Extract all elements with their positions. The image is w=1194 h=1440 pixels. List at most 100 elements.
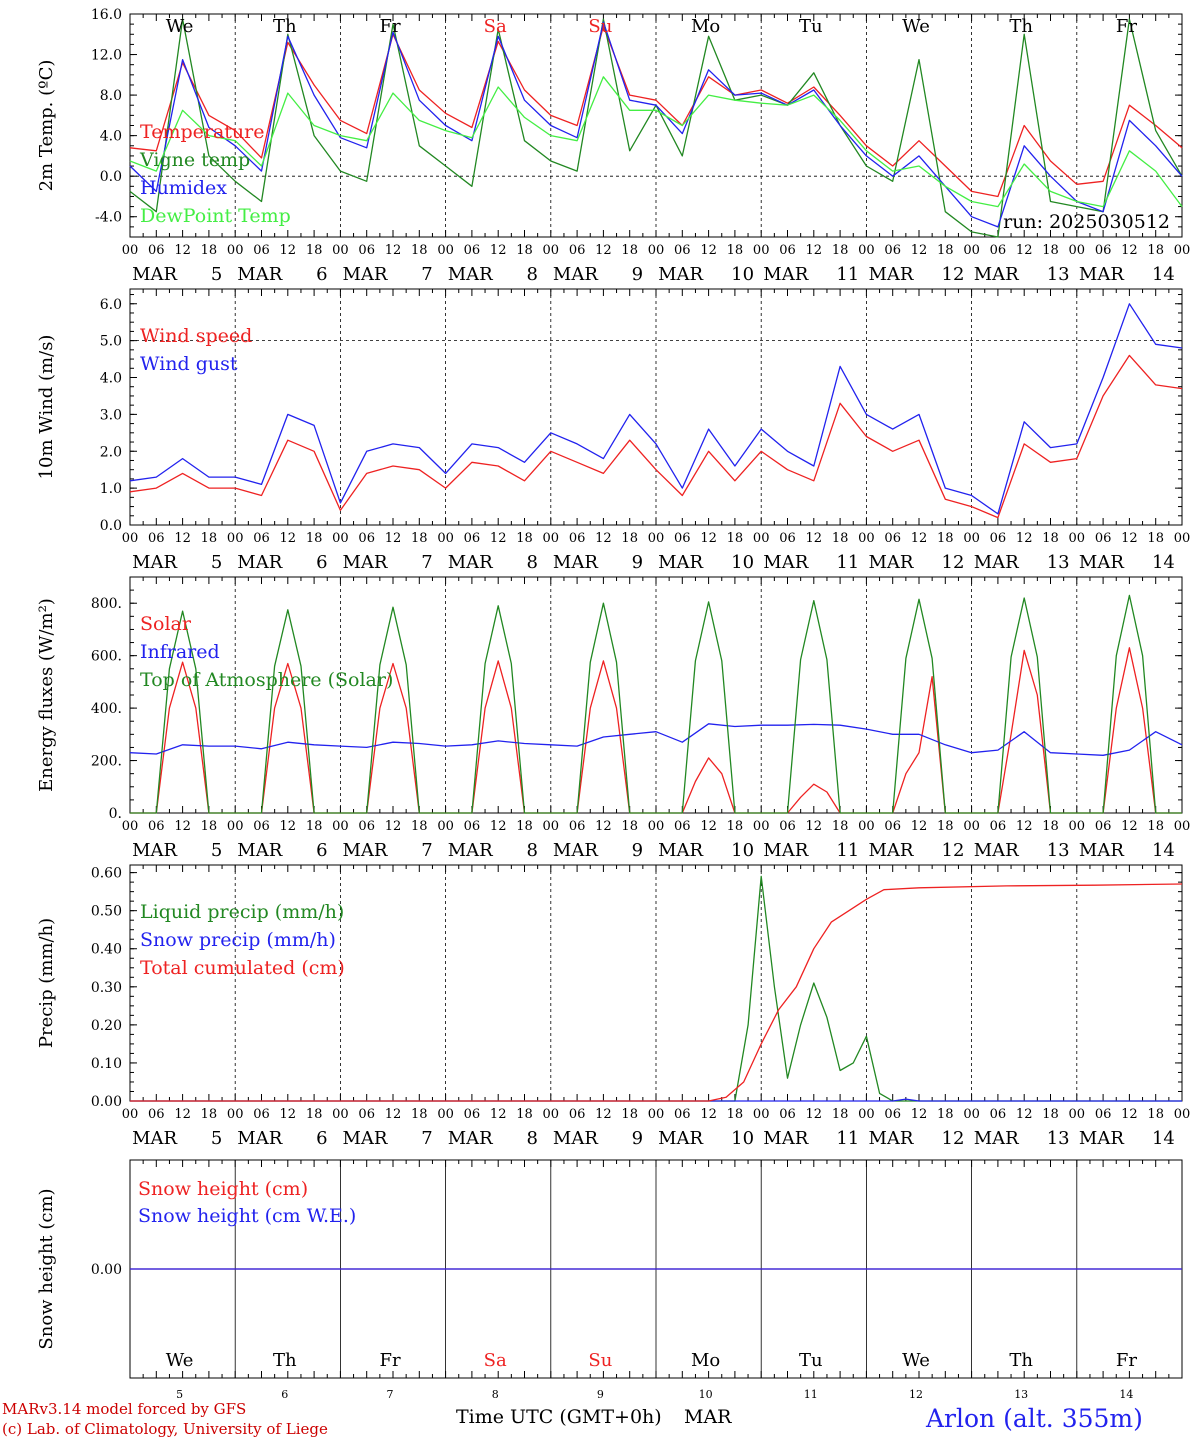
x-hour-label: 06 bbox=[779, 243, 796, 258]
series-line-4-1 bbox=[130, 875, 1182, 1102]
day-number-label: 5 bbox=[176, 1388, 183, 1401]
y-tick-label: 5.0 bbox=[100, 334, 122, 350]
x-hour-label: 12 bbox=[174, 243, 191, 258]
date-month-label: MAR bbox=[343, 840, 388, 861]
panel-5: 0.00 Snow height (cm) Snow height (cm) Snow… bbox=[36, 1159, 1183, 1401]
y-tick-label: 0.50 bbox=[91, 904, 122, 920]
x-hour-label: 00 bbox=[858, 819, 875, 834]
x-hour-label: 12 bbox=[911, 531, 928, 546]
x-hour-label: 18 bbox=[937, 819, 954, 834]
date-day-label: 5 bbox=[211, 264, 222, 285]
panel-4: 00 06 12 18 00 06 12 18 00 06 12 18 00 06 12 18 00 06 12 18… bbox=[36, 864, 1190, 1149]
y-axis-label: Snow height (cm) bbox=[36, 1188, 57, 1349]
weekday-label-bottom: We bbox=[902, 1350, 930, 1371]
y-axis-label: 2m Temp. (ºC) bbox=[36, 60, 57, 192]
x-hour-label: 18 bbox=[516, 531, 533, 546]
y-axis-label: Energy fluxes (W/m²) bbox=[36, 598, 57, 792]
x-hour-label: 00 bbox=[648, 531, 665, 546]
weekday-label-top: We bbox=[166, 16, 194, 37]
x-hour-label: 00 bbox=[437, 1107, 454, 1122]
x-hour-label: 06 bbox=[569, 819, 586, 834]
weekday-label-top: Mo bbox=[691, 16, 720, 37]
date-month-label: MAR bbox=[448, 264, 493, 285]
x-hour-label: 12 bbox=[911, 819, 928, 834]
weekday-label-bottom: Sa bbox=[484, 1350, 507, 1371]
date-day-label: 7 bbox=[421, 1128, 432, 1149]
date-month-label: MAR bbox=[553, 264, 598, 285]
x-hour-label: 12 bbox=[806, 531, 823, 546]
date-month-label: MAR bbox=[132, 552, 177, 573]
y-tick-label: 2.0 bbox=[100, 444, 122, 460]
date-day-label: 10 bbox=[731, 264, 754, 285]
x-hour-label: 18 bbox=[621, 531, 638, 546]
x-hour-label: 00 bbox=[437, 531, 454, 546]
date-month-label: MAR bbox=[763, 1128, 808, 1149]
date-month-label: MAR bbox=[343, 1128, 388, 1149]
x-hour-label: 06 bbox=[779, 819, 796, 834]
date-month-label: MAR bbox=[448, 840, 493, 861]
x-hour-label: 00 bbox=[122, 531, 139, 546]
weekday-label-top: Tu bbox=[799, 16, 823, 37]
x-hour-label: 18 bbox=[832, 819, 849, 834]
date-month-label: MAR bbox=[553, 1128, 598, 1149]
date-day-label: 8 bbox=[526, 264, 537, 285]
date-month-label: MAR bbox=[974, 840, 1019, 861]
date-month-label: MAR bbox=[763, 264, 808, 285]
series-line-4-3 bbox=[130, 883, 1183, 1102]
x-hour-label: 18 bbox=[1147, 531, 1164, 546]
x-hour-label: 12 bbox=[806, 1107, 823, 1122]
day-number-label: 7 bbox=[387, 1388, 394, 1401]
weekday-label-bottom: We bbox=[166, 1350, 194, 1371]
y-tick-label: 600. bbox=[91, 649, 122, 665]
x-hour-label: 12 bbox=[1016, 819, 1033, 834]
weekday-label-top: Th bbox=[273, 16, 297, 37]
x-hour-label: 06 bbox=[464, 531, 481, 546]
date-month-label: MAR bbox=[343, 552, 388, 573]
date-day-label: 9 bbox=[632, 264, 643, 285]
date-day-label: 13 bbox=[1047, 1128, 1070, 1149]
y-tick-label: 200. bbox=[91, 754, 122, 770]
weekday-label-top: Sa bbox=[484, 16, 507, 37]
x-hour-label: 18 bbox=[201, 243, 218, 258]
legend-entry: Humidex bbox=[140, 177, 227, 199]
x-hour-label: 12 bbox=[806, 819, 823, 834]
panel-1: 00 06 12 18 00 06 12 18 00 06 12 18 00 06 12 18 00 06 12 18… bbox=[36, 7, 1190, 285]
date-day-label: 7 bbox=[421, 840, 432, 861]
x-hour-label: 06 bbox=[569, 243, 586, 258]
date-day-label: 7 bbox=[421, 552, 432, 573]
date-month-label: MAR bbox=[1079, 264, 1124, 285]
date-day-label: 6 bbox=[316, 840, 327, 861]
date-month-label: MAR bbox=[132, 840, 177, 861]
y-tick-label: 0.00 bbox=[91, 1262, 122, 1278]
panel-2: 00 06 12 18 00 06 12 18 00 06 12 18 00 06 12 18 00 06 12 18… bbox=[36, 288, 1190, 573]
x-hour-label: 00 bbox=[437, 819, 454, 834]
day-number-label: 14 bbox=[1119, 1388, 1133, 1401]
x-hour-label: 00 bbox=[437, 243, 454, 258]
date-day-label: 6 bbox=[316, 264, 327, 285]
date-month-label: MAR bbox=[237, 264, 282, 285]
date-day-label: 8 bbox=[526, 1128, 537, 1149]
legend-entry: Snow precip (mm/h) bbox=[140, 929, 336, 951]
date-month-label: MAR bbox=[553, 552, 598, 573]
x-hour-label: 12 bbox=[1016, 1107, 1033, 1122]
x-hour-label: 00 bbox=[332, 1107, 349, 1122]
y-tick-label: 0.60 bbox=[91, 866, 122, 882]
date-month-label: MAR bbox=[658, 1128, 703, 1149]
x-hour-label: 18 bbox=[727, 819, 744, 834]
x-hour-label: 06 bbox=[779, 531, 796, 546]
date-day-label: 10 bbox=[731, 552, 754, 573]
x-hour-label: 12 bbox=[595, 819, 612, 834]
x-hour-label: 00 bbox=[543, 819, 560, 834]
weekday-label-bottom: Su bbox=[588, 1350, 612, 1371]
series-line-1-3 bbox=[129, 21, 1183, 228]
x-hour-label: 00 bbox=[227, 819, 244, 834]
day-number-label: 12 bbox=[909, 1388, 923, 1401]
x-hour-label: 00 bbox=[122, 819, 139, 834]
weekday-label-top: We bbox=[902, 16, 930, 37]
x-hour-label: 12 bbox=[1016, 531, 1033, 546]
x-hour-label: 12 bbox=[490, 531, 507, 546]
x-hour-label: 18 bbox=[201, 819, 218, 834]
x-hour-label: 06 bbox=[779, 1107, 796, 1122]
x-hour-label: 12 bbox=[280, 1107, 297, 1122]
date-month-label: MAR bbox=[1079, 840, 1124, 861]
